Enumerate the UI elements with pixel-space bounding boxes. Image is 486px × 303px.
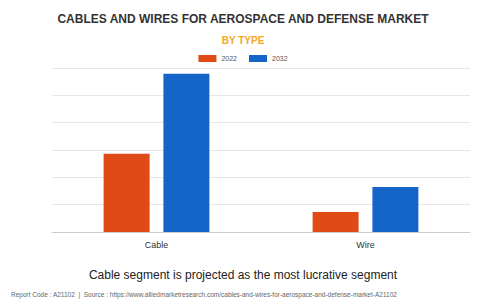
svg-text:Report Code : A21102 | Sourc: Report Code : A21102 | Source : https://… bbox=[11, 291, 397, 299]
svg-text:Wire: Wire bbox=[356, 240, 375, 250]
svg-text:BY TYPE: BY TYPE bbox=[222, 35, 265, 46]
svg-text:2022: 2022 bbox=[221, 55, 237, 62]
svg-text:CABLES AND WIRES FOR AEROSPACE: CABLES AND WIRES FOR AEROSPACE AND DEFEN… bbox=[57, 12, 429, 26]
svg-text:Cable: Cable bbox=[145, 240, 169, 250]
svg-text:Cable segment is projected as: Cable segment is projected as the most l… bbox=[89, 268, 398, 282]
svg-text:2032: 2032 bbox=[272, 55, 288, 62]
